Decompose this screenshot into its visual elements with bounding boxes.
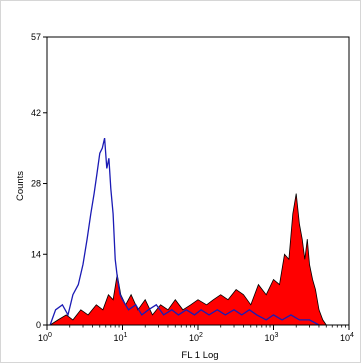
y-tick-label: 42 bbox=[31, 108, 41, 118]
y-tick-label: 14 bbox=[31, 249, 41, 259]
y-tick-label: 0 bbox=[36, 320, 41, 330]
axis-layer: 0 14 28 42 57 100 101 102 103 104 bbox=[31, 32, 354, 343]
x-tick-label: 104 bbox=[340, 332, 354, 343]
outline-histogram-series bbox=[49, 137, 320, 326]
x-tick-label: 103 bbox=[265, 332, 279, 343]
y-tick-label: 57 bbox=[31, 32, 41, 42]
series-layer bbox=[48, 137, 328, 326]
x-tick-label: 101 bbox=[114, 332, 128, 343]
x-tick-label: 102 bbox=[189, 332, 203, 343]
x-axis-title: FL 1 Log bbox=[181, 350, 218, 361]
y-axis-title: Counts bbox=[15, 171, 26, 201]
x-tick-label: 100 bbox=[38, 332, 52, 343]
y-tick-label: 28 bbox=[31, 179, 41, 189]
